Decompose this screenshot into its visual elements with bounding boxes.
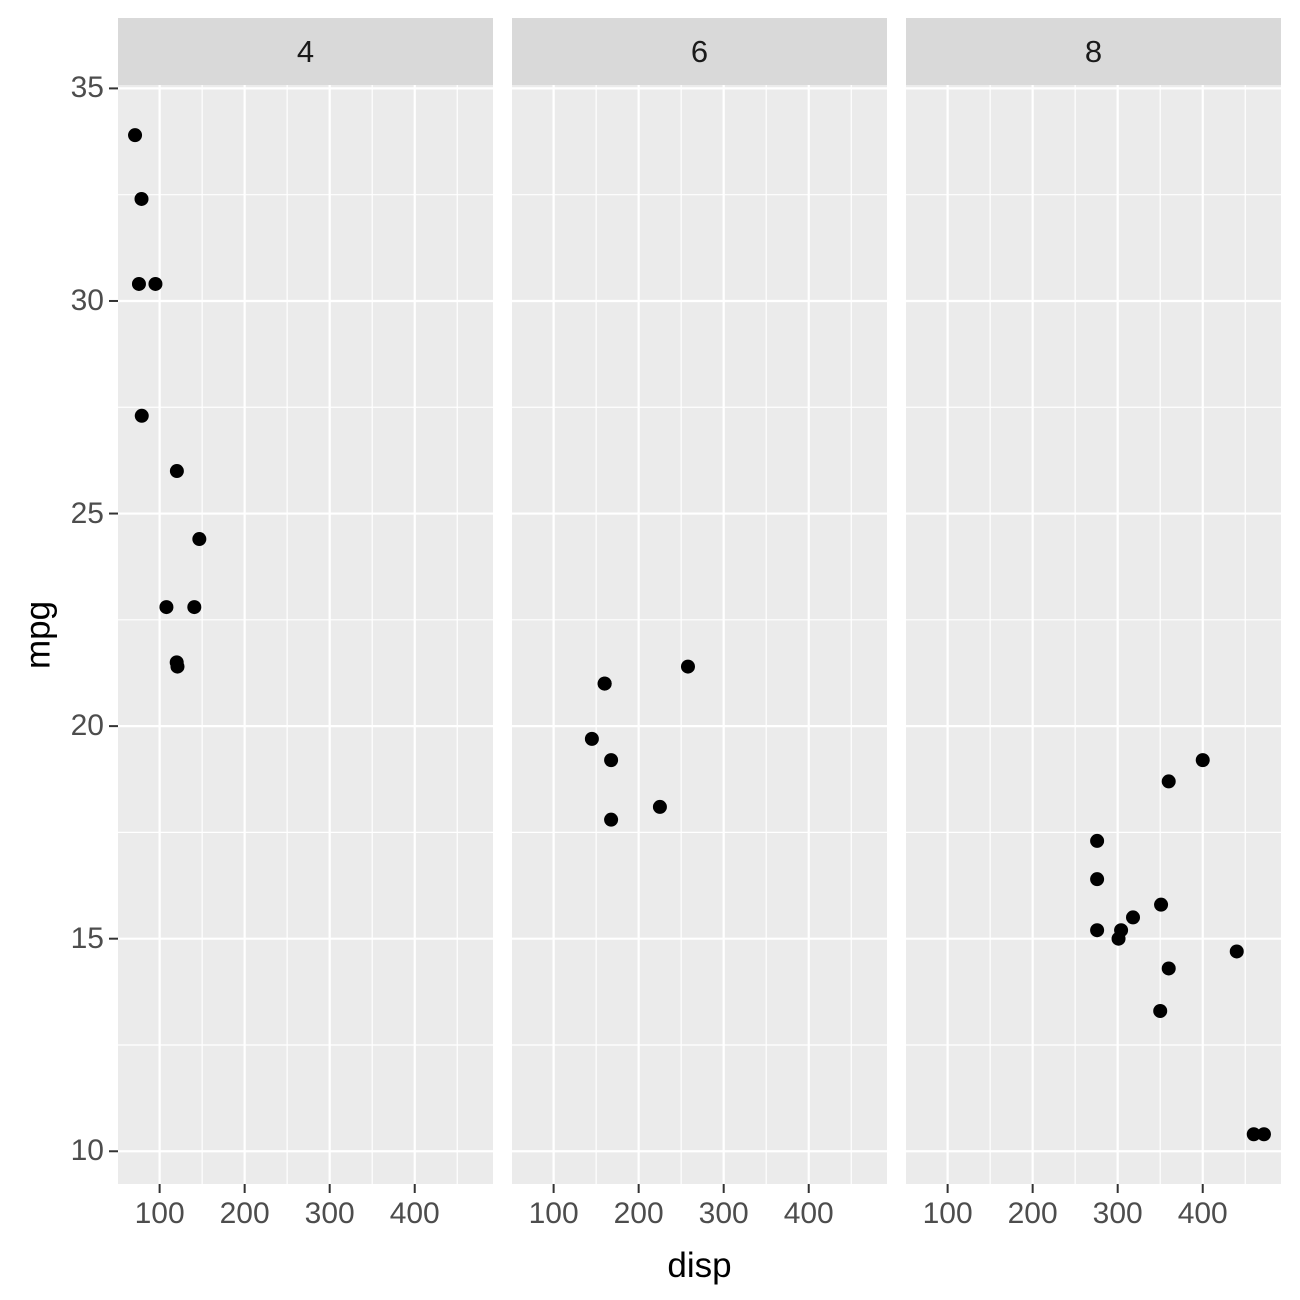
data-point	[131, 276, 146, 291]
data-point	[604, 753, 619, 768]
data-point	[1090, 833, 1105, 848]
data-point	[134, 408, 149, 423]
x-tick-label: 400	[1177, 1197, 1228, 1230]
data-point	[1111, 931, 1126, 946]
data-point	[1246, 1127, 1261, 1142]
data-point	[1256, 1127, 1271, 1142]
x-tick-label: 400	[783, 1197, 834, 1230]
y-tick-label: 35	[70, 71, 104, 105]
x-tick-label: 100	[134, 1197, 185, 1230]
data-point	[128, 128, 143, 143]
data-point	[584, 731, 599, 746]
data-point	[187, 600, 202, 615]
data-point	[1229, 944, 1244, 959]
y-axis-title: mpg	[18, 600, 58, 669]
x-axis-title: disp	[667, 1246, 732, 1285]
data-point	[1154, 897, 1169, 912]
y-tick-label: 30	[70, 283, 104, 317]
y-tick-label: 15	[70, 921, 104, 955]
data-point	[652, 799, 667, 814]
facet-strip: 4	[118, 18, 493, 85]
x-tick-label: 300	[698, 1197, 749, 1230]
data-point	[1126, 910, 1141, 925]
x-tick-label: 300	[1092, 1197, 1143, 1230]
panel-background	[906, 85, 1281, 1184]
data-point	[1153, 1003, 1168, 1018]
x-tick-label: 200	[1007, 1197, 1058, 1230]
y-tick-label: 25	[70, 496, 104, 530]
data-point	[604, 812, 619, 827]
data-point	[159, 600, 174, 615]
data-point	[134, 191, 149, 206]
data-point	[169, 464, 184, 479]
y-tick-label: 10	[70, 1134, 104, 1168]
data-point	[1090, 923, 1105, 938]
x-tick-label: 300	[304, 1197, 355, 1230]
facet-strip: 8	[906, 18, 1281, 85]
data-point	[148, 276, 163, 291]
x-tick-label: 200	[613, 1197, 664, 1230]
facet-strip-label: 6	[690, 34, 709, 69]
panel-background	[118, 85, 493, 1184]
facet-strip-label: 8	[1084, 34, 1103, 69]
x-tick-label: 400	[389, 1197, 440, 1230]
data-point	[1090, 872, 1105, 887]
data-point	[597, 676, 612, 691]
x-tick-label: 100	[528, 1197, 579, 1230]
data-point	[680, 659, 695, 674]
data-point	[1195, 753, 1210, 768]
data-point	[170, 659, 185, 674]
data-point	[1161, 961, 1176, 976]
x-tick-label: 200	[219, 1197, 270, 1230]
facet-strip: 6	[512, 18, 887, 85]
x-tick-label: 100	[922, 1197, 973, 1230]
y-tick-label: 20	[70, 709, 104, 743]
data-point	[192, 532, 207, 547]
panel-background	[512, 85, 887, 1184]
data-point	[1161, 774, 1176, 789]
facet-strip-label: 4	[296, 34, 315, 69]
